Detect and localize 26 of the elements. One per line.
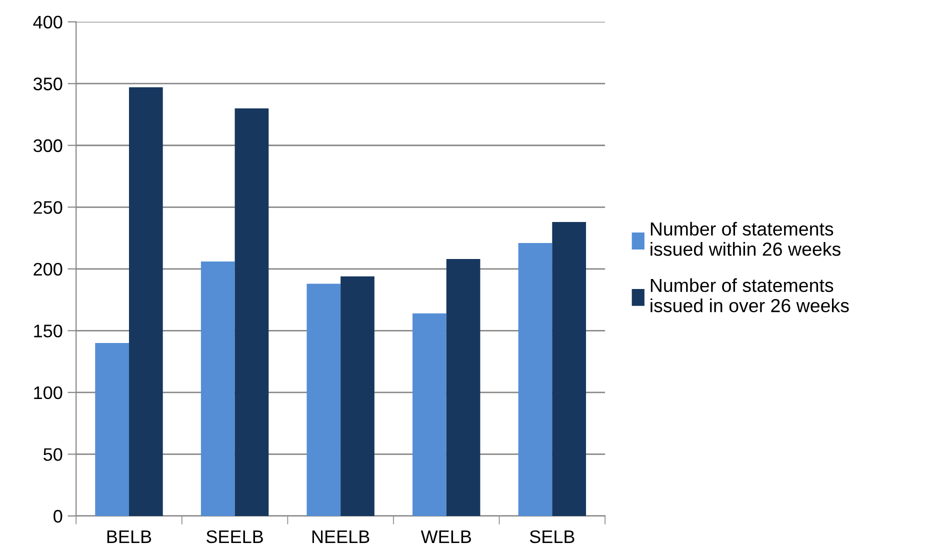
x-tick-label: NEELB — [312, 530, 370, 543]
bar — [234, 108, 269, 516]
legend-label: Number of statements issued in over 26 weeks — [650, 278, 849, 312]
y-tick-label: 200 — [34, 262, 62, 276]
y-tick-label: 300 — [33, 139, 62, 152]
bar — [200, 261, 235, 516]
x-tick-label: SEELB — [206, 530, 263, 544]
y-tick-label: 250 — [34, 201, 62, 214]
y-tick-label: 350 — [33, 78, 62, 90]
y-tick-label: 50 — [44, 448, 62, 461]
y-tick-label: 150 — [34, 324, 62, 338]
bar — [552, 222, 586, 516]
bar — [518, 242, 552, 516]
bar — [340, 276, 374, 516]
bar — [306, 284, 341, 516]
y-tick-label: 0 — [54, 510, 62, 523]
x-tick-label: BELB — [107, 530, 152, 543]
bar — [95, 343, 129, 516]
x-tick-label: SELB — [530, 530, 574, 544]
legend-label: Number of statements issued within 26 weeks — [650, 222, 840, 256]
bar — [412, 313, 446, 516]
x-tick-label: WELB — [420, 530, 471, 543]
bar — [128, 87, 163, 516]
bar — [446, 259, 480, 516]
y-tick-label: 100 — [34, 386, 62, 400]
y-tick-label: 400 — [33, 16, 62, 29]
